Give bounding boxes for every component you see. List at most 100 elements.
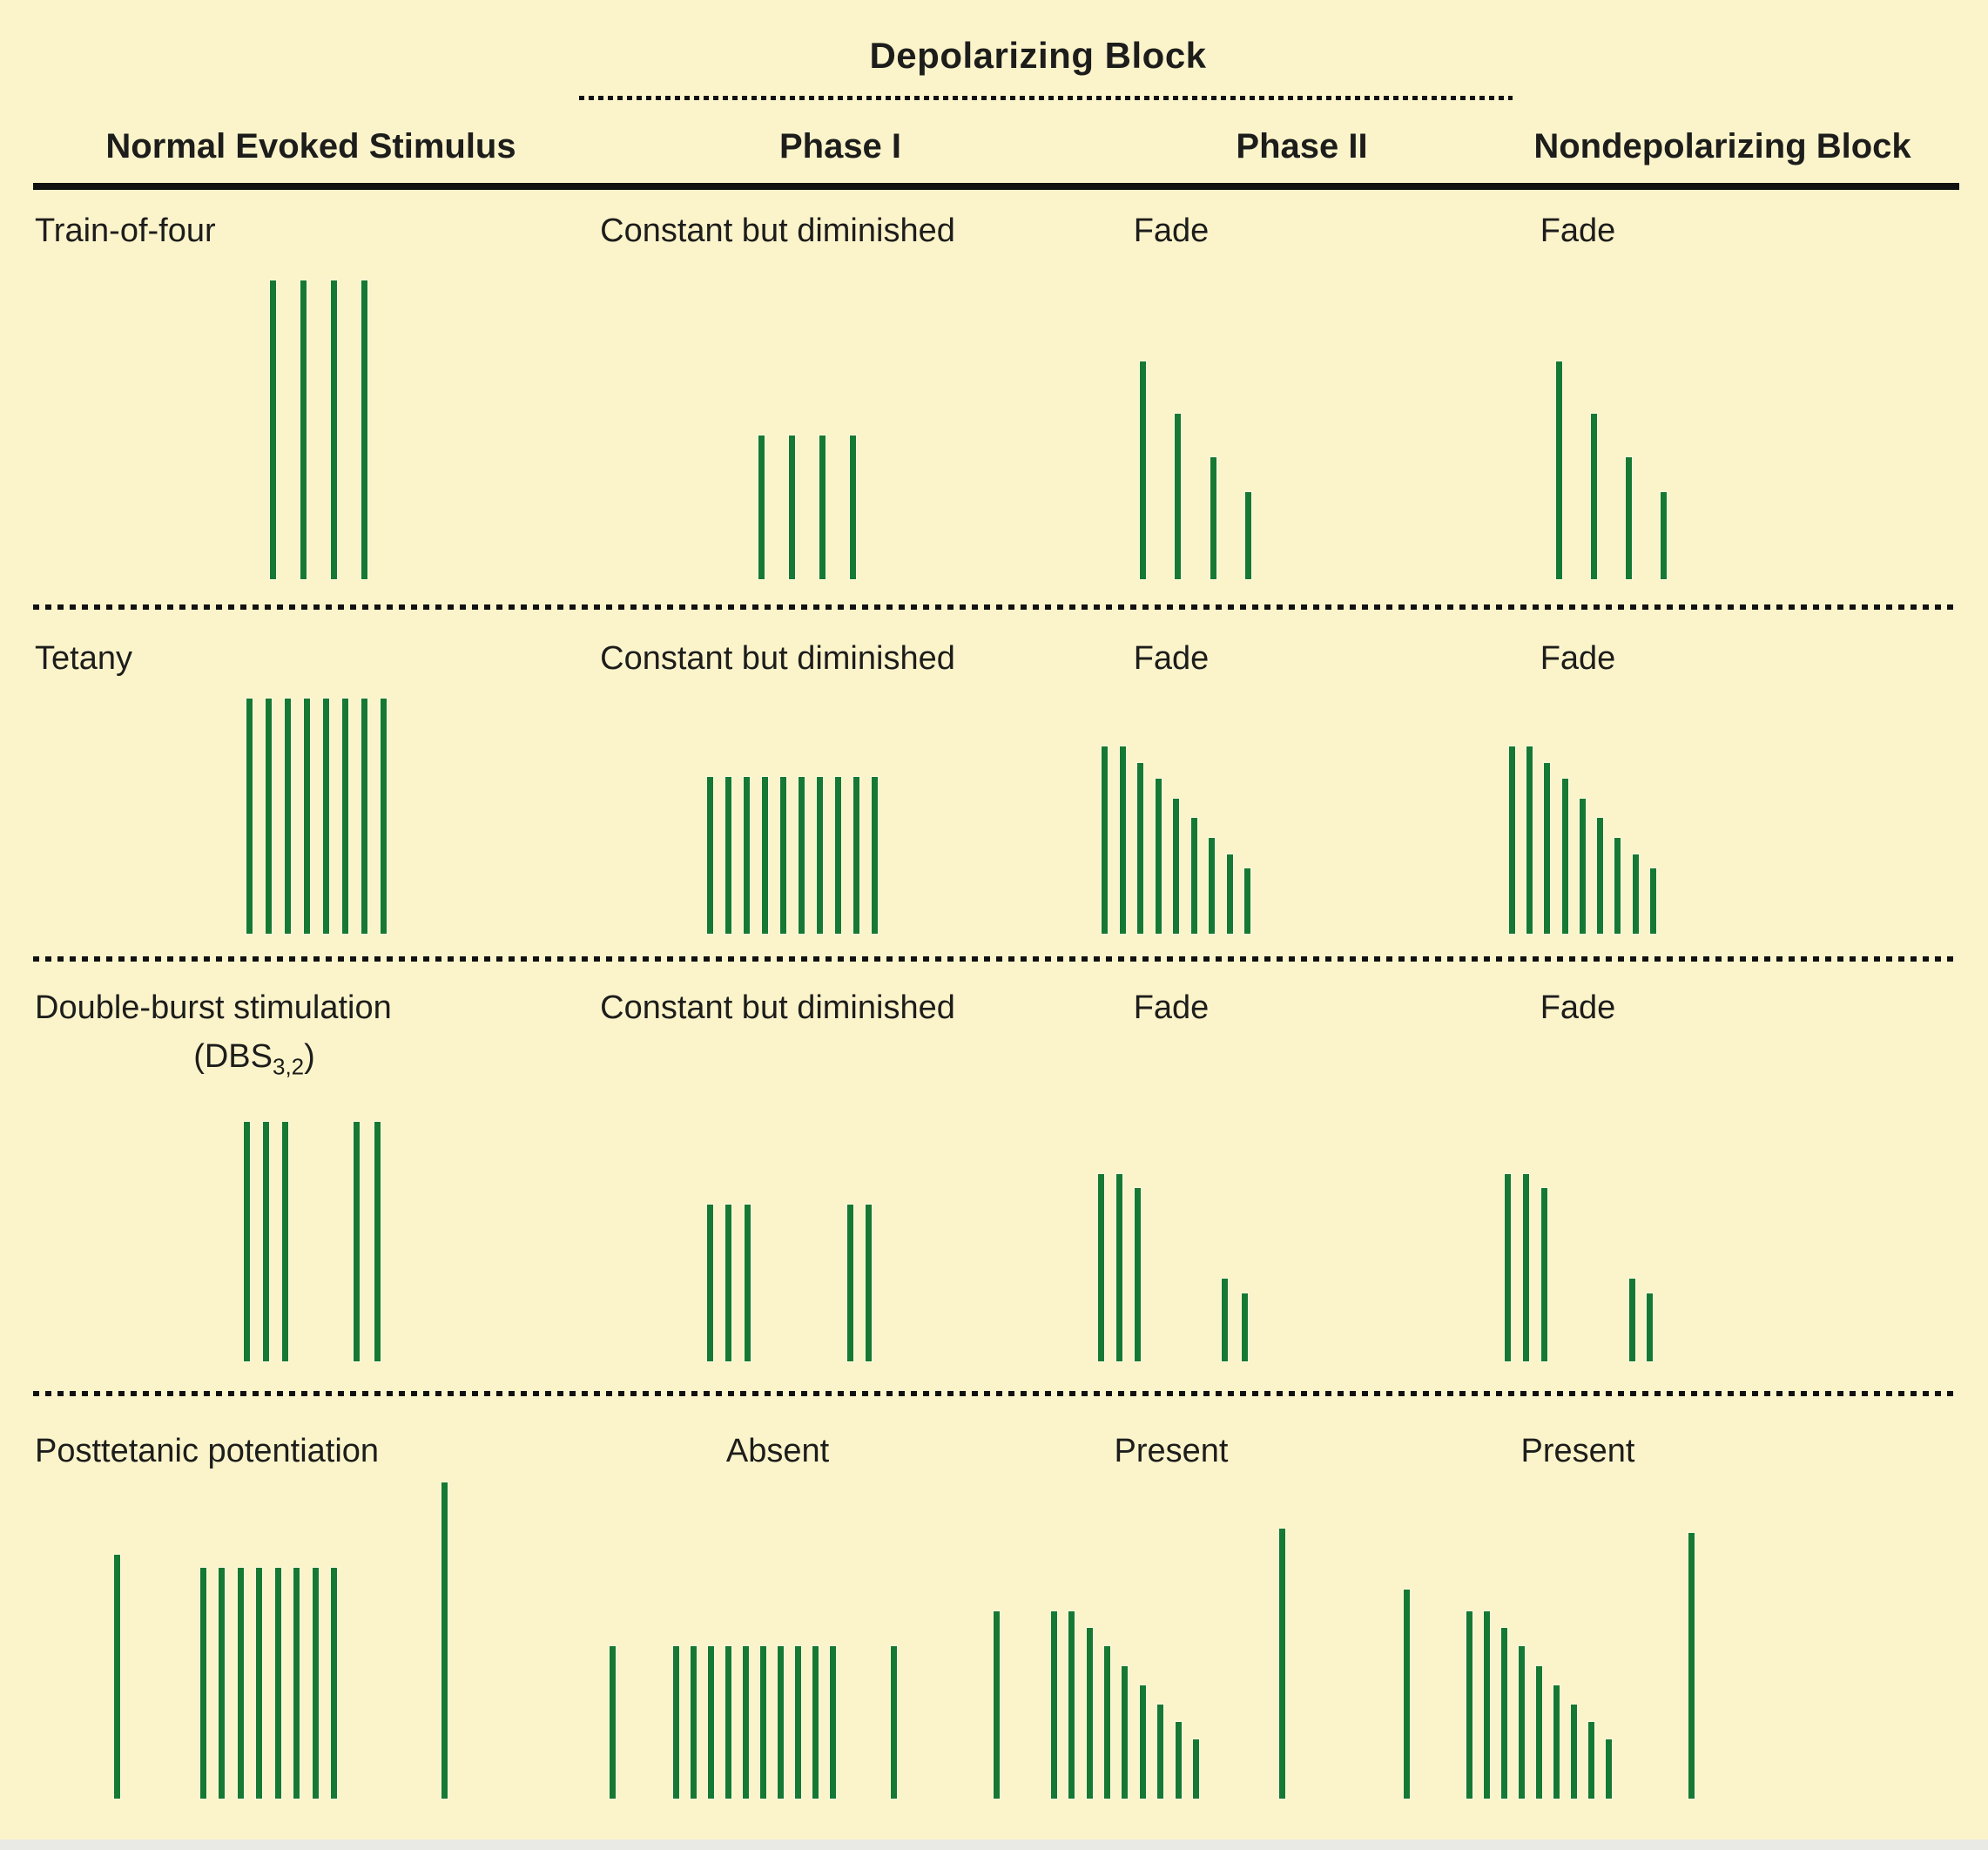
phase1-response-bar <box>866 1205 872 1361</box>
status-double-burst-stimulation-col1: Constant but diminished <box>600 989 955 1026</box>
phase1-response-bar <box>789 435 795 579</box>
nondepolarizing-response-bar <box>1606 1739 1612 1799</box>
phase2-response-bar <box>1068 1611 1075 1799</box>
status-posttetanic-potentiation-col2: Present <box>1114 1433 1229 1469</box>
phase1-response-bar <box>780 777 786 934</box>
nondepolarizing-response-bar <box>1519 1646 1525 1799</box>
normal-response-bar <box>361 280 367 579</box>
normal-response-bar <box>266 699 272 934</box>
phase1-response-bar <box>760 1646 766 1799</box>
nondepolarizing-response-bar <box>1571 1705 1577 1799</box>
status-posttetanic-potentiation-col1: Absent <box>725 1433 830 1469</box>
column-header-phase-1: Phase I <box>778 127 902 165</box>
normal-response-bar <box>114 1555 120 1799</box>
row-separator-dotted <box>33 604 1959 610</box>
phase2-response-bar <box>1104 1646 1110 1799</box>
row-separator-dotted <box>33 956 1959 962</box>
nondepolarizing-response-bar <box>1526 746 1533 934</box>
normal-response-bar <box>219 1568 225 1799</box>
phase2-response-bar <box>1222 1279 1228 1361</box>
phase2-response-bar <box>1120 746 1126 934</box>
phase1-response-bar <box>853 777 859 934</box>
nondepolarizing-response-bar <box>1647 1293 1653 1361</box>
phase1-response-bar <box>778 1646 784 1799</box>
phase2-response-bar <box>1191 818 1197 934</box>
phase2-response-bar <box>1227 854 1233 934</box>
nondepolarizing-response-bar <box>1597 818 1603 934</box>
nondepolarizing-response-bar <box>1509 746 1515 934</box>
normal-response-bar <box>270 280 276 579</box>
column-header-nondepolarizing-block: Nondepolarizing Block <box>1533 127 1911 165</box>
phase2-response-bar <box>1122 1666 1128 1799</box>
status-tetany-col3: Fade <box>1540 640 1616 677</box>
phase1-response-bar <box>745 1205 751 1361</box>
status-double-burst-stimulation-col3: Fade <box>1540 989 1616 1026</box>
phase1-response-bar <box>744 777 750 934</box>
nondepolarizing-response-bar <box>1505 1174 1511 1361</box>
phase1-response-bar <box>872 777 878 934</box>
status-double-burst-stimulation-col2: Fade <box>1133 989 1210 1026</box>
column-header-phase-2: Phase II <box>1236 127 1368 165</box>
phase1-response-bar <box>835 777 841 934</box>
nondepolarizing-response-bar <box>1661 492 1667 579</box>
phase2-response-bar <box>1140 361 1146 579</box>
phase1-response-bar <box>708 1646 714 1799</box>
nondepolarizing-response-bar <box>1580 799 1586 934</box>
nondepolarizing-response-bar <box>1650 868 1656 934</box>
normal-response-bar <box>331 280 337 579</box>
phase1-response-bar <box>819 435 826 579</box>
nondepolarizing-response-bar <box>1591 414 1597 579</box>
phase1-response-bar <box>812 1646 819 1799</box>
phase2-response-bar <box>1210 457 1216 579</box>
nondepolarizing-response-bar <box>1629 1279 1635 1361</box>
phase1-response-bar <box>691 1646 697 1799</box>
phase2-response-bar <box>994 1611 1000 1799</box>
nondepolarizing-response-bar <box>1562 779 1568 934</box>
nondepolarizing-response-bar <box>1466 1611 1472 1799</box>
phase2-response-bar <box>1087 1628 1093 1799</box>
nondepolarizing-response-bar <box>1523 1174 1529 1361</box>
phase1-response-bar <box>707 777 713 934</box>
group-title: Depolarizing Block <box>869 35 1207 76</box>
status-train-of-four-col2: Fade <box>1133 213 1210 249</box>
normal-response-bar <box>361 699 367 934</box>
nondepolarizing-response-bar <box>1553 1685 1560 1799</box>
normal-response-bar <box>354 1122 360 1361</box>
normal-response-bar <box>282 1122 288 1361</box>
nondepolarizing-response-bar <box>1536 1666 1542 1799</box>
phase1-response-bar <box>817 777 823 934</box>
phase2-response-bar <box>1244 868 1250 934</box>
normal-response-bar <box>381 699 387 934</box>
normal-response-bar <box>285 699 291 934</box>
normal-response-bar <box>342 699 348 934</box>
normal-response-bar <box>263 1122 269 1361</box>
phase2-response-bar <box>1051 1611 1057 1799</box>
phase1-response-bar <box>610 1646 616 1799</box>
phase2-response-bar <box>1137 763 1143 934</box>
phase1-response-bar <box>850 435 856 579</box>
normal-response-bar <box>313 1568 319 1799</box>
phase2-response-bar <box>1175 414 1181 579</box>
phase1-response-bar <box>847 1205 853 1361</box>
row-label-double-burst-stimulation: Double-burst stimulation <box>35 989 392 1026</box>
phase1-response-bar <box>725 1646 731 1799</box>
row-label-posttetanic-potentiation: Posttetanic potentiation <box>35 1433 380 1469</box>
normal-response-bar <box>238 1568 244 1799</box>
nondepolarizing-response-bar <box>1541 1188 1547 1361</box>
status-tetany-col1: Constant but diminished <box>600 640 955 677</box>
nondepolarizing-response-bar <box>1614 838 1621 934</box>
phase1-response-bar <box>795 1646 801 1799</box>
row-sublabel-double-burst-stimulation: (DBS3,2) <box>193 1038 315 1080</box>
phase2-response-bar <box>1156 779 1162 934</box>
phase1-response-bar <box>830 1646 836 1799</box>
row-separator-dotted <box>33 1391 1959 1396</box>
nondepolarizing-response-bar <box>1404 1590 1410 1799</box>
phase1-response-bar <box>758 435 765 579</box>
status-posttetanic-potentiation-col3: Present <box>1520 1433 1635 1469</box>
normal-response-bar <box>300 280 307 579</box>
phase1-response-bar <box>725 1205 731 1361</box>
phase2-response-bar <box>1140 1685 1146 1799</box>
normal-response-bar <box>200 1568 206 1799</box>
group-underline-dotted <box>579 96 1513 100</box>
